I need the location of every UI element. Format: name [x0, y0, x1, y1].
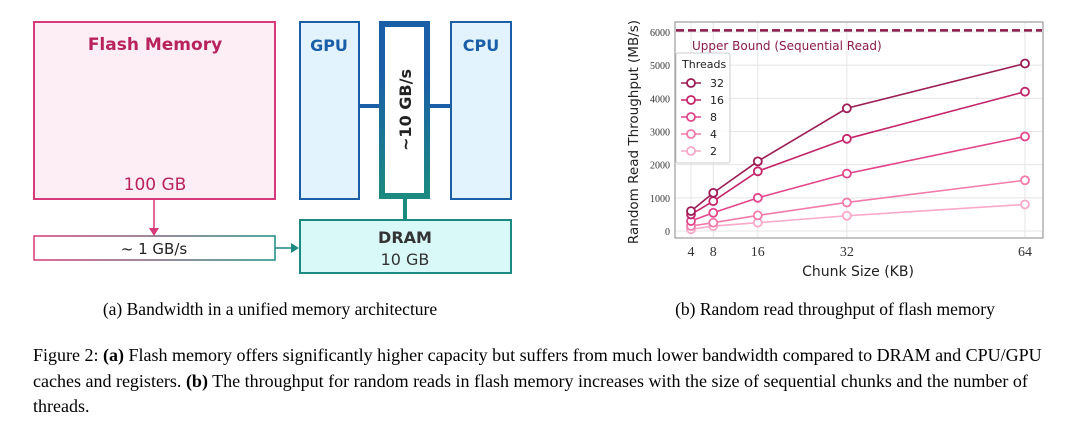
x-ticks: 4 8 16 32 64 [688, 245, 1033, 260]
legend-item-32: 32 [681, 77, 724, 90]
data-point [841, 133, 852, 144]
legend-title: Threads [681, 58, 726, 71]
caption-a-text: Flash memory offers significantly higher… [33, 345, 1042, 391]
figure-label: Figure 2: [33, 345, 103, 365]
cpu-label: CPU [463, 36, 499, 55]
data-point [1020, 199, 1030, 210]
series-4-threads [686, 175, 1030, 231]
legend-marker [686, 146, 696, 156]
subcaption-b: (b) Random read throughput of flash memo… [675, 299, 995, 319]
plot-area [674, 21, 1044, 239]
data-point [686, 206, 696, 217]
series-32-threads [686, 58, 1030, 217]
data-point [1020, 131, 1030, 142]
data-point [752, 192, 763, 203]
data-point [708, 207, 719, 218]
x-tick-label: 8 [710, 245, 717, 260]
caption-b-text: The throughput for random reads in flash… [33, 370, 1028, 417]
data-point [841, 210, 852, 221]
data-point [1020, 86, 1030, 97]
legend-item-2: 2 [681, 145, 717, 158]
legend: Threads 32 16 8 4 2 [675, 52, 731, 164]
memory-bus [379, 21, 430, 199]
y-tick-label: 2000 [650, 161, 670, 172]
data-point [841, 103, 852, 114]
legend-label: 32 [710, 77, 724, 90]
data-point [752, 166, 763, 177]
y-tick-label: 6000 [650, 28, 670, 39]
data-point [708, 187, 719, 198]
memory-diagram: Flash Memory 100 GB ~ 1 GB/s GPU CPU ~10… [33, 21, 512, 274]
legend-label: 4 [710, 128, 717, 141]
legend-marker [686, 78, 696, 88]
flash-memory-size: 100 GB [124, 175, 187, 195]
series-8-threads [686, 131, 1030, 226]
cpu-box [450, 21, 512, 200]
flash-bandwidth-box [33, 235, 276, 261]
x-tick-label: 16 [751, 245, 765, 260]
data-point [841, 197, 852, 208]
figure-caption: Figure 2: (a) Flash memory offers signif… [33, 343, 1053, 420]
legend-item-16: 16 [681, 94, 724, 107]
legend-label: 2 [710, 145, 717, 158]
flash-memory-box [33, 21, 276, 200]
legend-marker [686, 95, 696, 105]
legend-item-8: 8 [681, 111, 717, 124]
y-tick-label: 0 [665, 227, 670, 238]
x-tick-label: 32 [840, 245, 854, 260]
data-point [1020, 175, 1030, 186]
dram-box [299, 219, 512, 274]
y-tick-label: 4000 [650, 94, 670, 105]
y-tick-label: 5000 [650, 61, 670, 72]
legend-marker [686, 112, 696, 122]
y-tick-label: 1000 [650, 194, 670, 205]
x-axis-label: Chunk Size (KB) [802, 264, 914, 280]
legend-item-4: 4 [681, 128, 717, 141]
data-point [841, 168, 852, 179]
gpu-label: GPU [310, 36, 348, 55]
dram-arrow-head [291, 243, 299, 253]
flash-memory-title: Flash Memory [88, 35, 222, 55]
upper-bound-label: Upper Bound (Sequential Read) [692, 39, 882, 53]
legend-label: 8 [710, 111, 717, 124]
data-point [708, 196, 719, 207]
series-lines [686, 58, 1030, 235]
data-point [752, 156, 763, 167]
dram-size: 10 GB [381, 250, 430, 269]
data-point [752, 210, 763, 221]
x-tick-label: 4 [688, 245, 695, 260]
data-point [1020, 58, 1030, 69]
legend-marker [686, 129, 696, 139]
y-ticks: 0 1000 2000 3000 4000 5000 6000 [650, 28, 670, 238]
x-tick-label: 64 [1018, 245, 1032, 260]
y-axis-label: Random Read Throughput (MB/s) [626, 20, 642, 244]
legend-label: 16 [710, 94, 724, 107]
bus-bandwidth-label: ~10 GB/s [396, 69, 415, 151]
y-tick-label: 3000 [650, 128, 670, 139]
subcaption-a: (a) Bandwidth in a unified memory archit… [102, 299, 438, 319]
dram-title: DRAM [378, 228, 432, 247]
caption-a-tag: (a) [103, 345, 124, 365]
gpu-box [299, 21, 360, 200]
data-point [708, 217, 719, 228]
flash-bandwidth-label: ~ 1 GB/s [121, 240, 188, 258]
caption-b-tag: (b) [185, 370, 208, 391]
flash-arrow-head [149, 228, 159, 236]
